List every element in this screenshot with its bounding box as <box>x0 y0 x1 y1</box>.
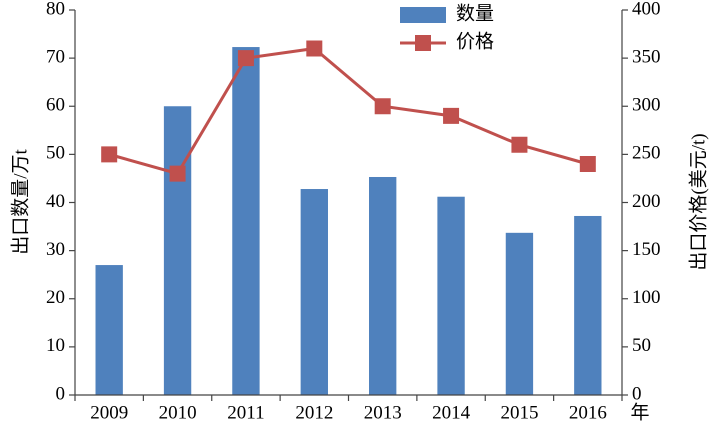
y2-tick-label: 350 <box>632 46 661 67</box>
y2-tick-label: 200 <box>632 191 661 212</box>
y-tick-label: 70 <box>46 46 65 67</box>
bar <box>163 106 192 395</box>
y2-tick-label: 0 <box>632 383 642 404</box>
x-tick-label: 2012 <box>295 402 333 423</box>
line-marker <box>579 156 596 172</box>
y-axis-label: 出口数量/万t <box>9 149 31 255</box>
legend-label: 数量 <box>456 2 494 24</box>
y2-tick-label: 50 <box>632 335 651 356</box>
y-tick-label: 10 <box>46 335 65 356</box>
line-marker <box>374 98 391 115</box>
price-line <box>108 46 589 176</box>
x-tick-label: 2010 <box>159 402 197 423</box>
y-tick-label: 0 <box>56 383 66 404</box>
bar <box>95 265 123 395</box>
x-tick-label: 2009 <box>90 402 128 423</box>
line-marker <box>169 165 186 182</box>
y2-tick-label: 300 <box>632 95 661 116</box>
y2-tick-label: 400 <box>632 0 661 19</box>
line-marker <box>511 136 528 153</box>
legend-label: 价格 <box>456 30 494 52</box>
bar <box>300 189 328 395</box>
bar <box>574 215 602 395</box>
x-tick-label: 2014 <box>432 402 471 423</box>
line-marker <box>443 107 460 124</box>
y2-tick-label: 150 <box>632 239 661 260</box>
y-tick-label: 50 <box>46 143 65 164</box>
y-tick-label: 40 <box>46 191 65 212</box>
bar <box>369 176 397 395</box>
x-tick-label: 2015 <box>500 402 538 423</box>
line-marker <box>237 50 254 67</box>
bar <box>232 47 260 396</box>
x-tick-label: 2013 <box>364 402 402 423</box>
legend-swatch <box>415 35 431 51</box>
y-tick-label: 30 <box>46 239 65 260</box>
legend-swatch <box>400 7 446 23</box>
y-tick-label: 80 <box>46 0 65 19</box>
x-tick-label: 2011 <box>227 402 264 423</box>
x-axis-label: 年 <box>630 401 649 423</box>
y2-tick-label: 100 <box>632 287 661 308</box>
y2-axis-label: 出口价格(美元/t) <box>687 133 709 270</box>
bar <box>505 232 534 395</box>
y-tick-label: 60 <box>46 95 65 116</box>
bar <box>437 196 465 395</box>
x-tick-label: 2016 <box>569 402 607 423</box>
line-marker <box>306 40 323 57</box>
y2-tick-label: 250 <box>632 143 661 164</box>
line-marker <box>101 146 118 163</box>
y-tick-label: 20 <box>46 287 65 308</box>
